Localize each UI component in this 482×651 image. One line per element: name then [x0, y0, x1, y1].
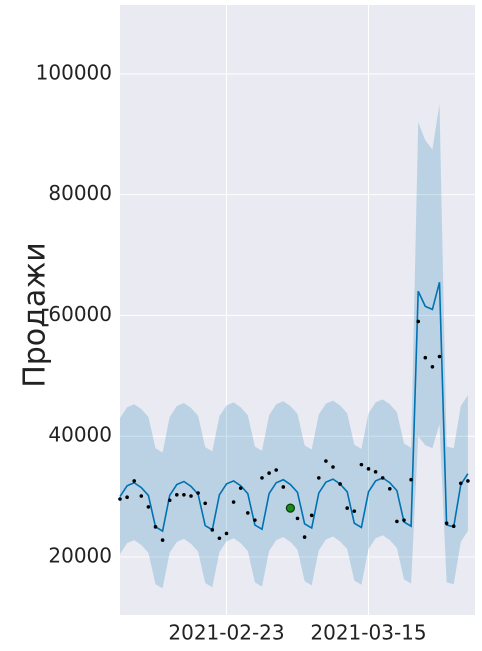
actual-point [352, 509, 357, 513]
actual-point [416, 319, 421, 324]
actual-point [281, 485, 286, 489]
actual-point [260, 476, 264, 480]
actual-point [309, 513, 314, 518]
actual-point [359, 462, 364, 467]
actual-point [175, 493, 179, 497]
actual-point [459, 481, 463, 486]
y-tick-label: 40000 [48, 423, 112, 447]
actual-point [366, 467, 371, 471]
actual-point [125, 495, 129, 500]
actual-point [267, 471, 271, 475]
actual-point [224, 531, 229, 536]
actual-point [331, 465, 335, 469]
actual-point [274, 468, 279, 472]
actual-point [324, 459, 328, 463]
actual-point [132, 479, 136, 483]
actual-point [437, 354, 442, 359]
actual-point [253, 518, 257, 522]
actual-point [182, 493, 186, 497]
x-tick-label: 2021-02-23 [168, 621, 284, 645]
actual-point [196, 491, 200, 495]
actual-point [409, 477, 413, 482]
actual-point [402, 518, 406, 522]
y-tick-label: 80000 [48, 181, 112, 205]
actual-point [295, 516, 300, 521]
actual-point [466, 479, 470, 483]
x-tick-label: 2021-03-15 [310, 621, 426, 645]
actual-point [246, 511, 250, 515]
y-axis-label: Продажи [18, 242, 53, 388]
actual-point [146, 505, 151, 509]
actual-point [423, 355, 428, 360]
actual-point [167, 498, 172, 503]
actual-point [160, 538, 165, 542]
actual-point [302, 535, 307, 539]
y-tick-label: 60000 [48, 302, 112, 326]
y-tick-label: 100000 [36, 60, 112, 84]
actual-point [395, 519, 399, 524]
actual-point [338, 482, 342, 486]
plot-area [120, 5, 475, 615]
actual-point [231, 500, 236, 504]
actual-point [238, 486, 243, 490]
actual-point [451, 524, 456, 529]
actual-point [203, 501, 207, 506]
actual-point [373, 470, 378, 474]
actual-point [345, 506, 350, 510]
actual-point [380, 476, 385, 480]
actual-point [317, 476, 321, 480]
actual-point [189, 494, 193, 498]
actual-point [430, 364, 435, 369]
actual-point [217, 536, 222, 541]
actual-point [153, 525, 158, 529]
actual-point [444, 521, 449, 525]
forecast-line [119, 282, 469, 533]
actual-point [139, 494, 144, 498]
actual-point [210, 528, 215, 532]
highlight-point [285, 503, 295, 513]
actual-point [118, 497, 122, 501]
uncertainty-band [120, 104, 468, 589]
actual-point [388, 486, 392, 491]
y-tick-label: 20000 [48, 544, 112, 568]
